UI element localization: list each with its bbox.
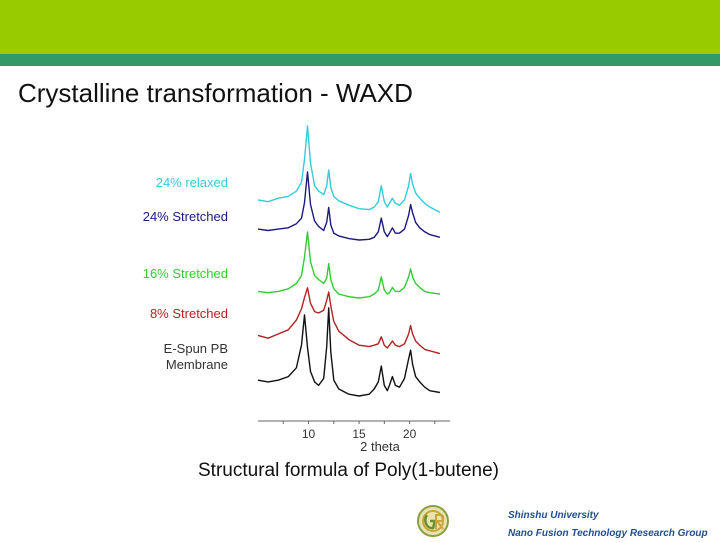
slide-title: Crystalline transformation - WAXD bbox=[18, 78, 413, 108]
research-group-name: Nano Fusion Technology Research Group bbox=[508, 528, 708, 539]
structural-formula-caption: Structural formula of Poly(1-butene) bbox=[198, 460, 499, 481]
university-credit: Shinshu University Nano Fusion Technolog… bbox=[508, 507, 708, 543]
group-logo-icon bbox=[417, 505, 449, 537]
series-line-espun-membrane bbox=[257, 307, 441, 397]
series-label-espun-line1: E-Spun PB bbox=[163, 341, 228, 356]
x-tick-label: 20 bbox=[402, 427, 417, 441]
x-tick-label: 15 bbox=[352, 427, 366, 441]
series-line-16-stretched bbox=[257, 231, 440, 299]
x-axis-label: 2 theta bbox=[360, 439, 400, 454]
series-label-16-stretched: 16% Stretched bbox=[142, 266, 228, 281]
x-tick-label: 10 bbox=[301, 427, 316, 441]
series-label-24-stretched: 24% Stretched bbox=[142, 209, 228, 224]
series-line-8-stretched bbox=[257, 287, 441, 355]
series-label-24-relaxed: 24% relaxed bbox=[155, 175, 228, 190]
university-name: Shinshu University bbox=[508, 510, 599, 521]
top-banner bbox=[0, 0, 720, 54]
series-line-24-relaxed bbox=[257, 125, 441, 213]
series-label-espun-membrane: E-Spun PB Membrane bbox=[164, 341, 228, 373]
banner-stripe bbox=[0, 54, 720, 66]
series-label-8-stretched: 8% Stretched bbox=[149, 306, 228, 321]
series-line-24-stretched bbox=[257, 171, 441, 241]
series-label-espun-line2: Membrane bbox=[165, 357, 228, 372]
